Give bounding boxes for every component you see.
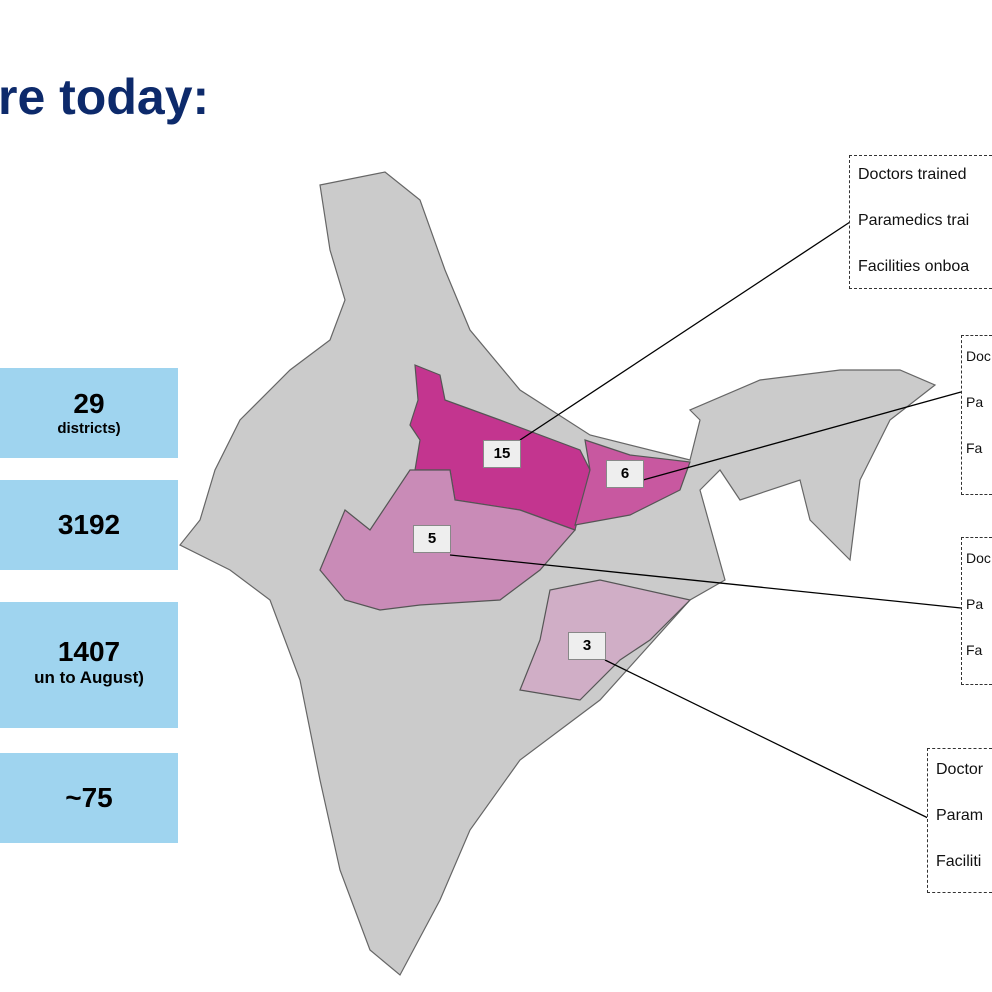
callout-line: Pa [966, 394, 984, 410]
stat-note: districts) [57, 420, 121, 437]
india-outline [179, 171, 937, 976]
leader-line [642, 391, 962, 481]
stat-note: un to August) [34, 668, 144, 687]
stat-value: ~75 [65, 782, 113, 813]
region-count-label: 5 [413, 525, 451, 553]
callout-line: Param [936, 807, 984, 824]
region-count-label: 6 [606, 460, 644, 488]
callout-line: Doc [966, 348, 991, 364]
callout-line: Facilities onboa [858, 258, 970, 275]
stat-card-2: 3192 [0, 480, 178, 570]
stat-value: 29 [73, 388, 105, 419]
region-count-label: 3 [568, 632, 606, 660]
stat-card-districts: 29 districts) [0, 368, 178, 458]
callout-line: Paramedics trai [858, 212, 970, 229]
stat-card-3: 1407 un to August) [0, 602, 178, 728]
callout-line: Doctors trained [858, 166, 967, 183]
leader-line [519, 221, 851, 441]
callout-line: Faciliti [936, 853, 982, 870]
callout-line: Fa [966, 642, 983, 658]
leader-line [604, 659, 929, 819]
leader-line [449, 554, 962, 609]
callout-line: Doc [966, 550, 991, 566]
slide-title: re today: [0, 69, 210, 125]
stat-card-4: ~75 [0, 753, 178, 843]
callout-line: Fa [966, 440, 983, 456]
callout-line: Doctor [936, 761, 984, 778]
callout-box: Doc Pa Fa [961, 537, 992, 685]
callout-line: Pa [966, 596, 984, 612]
stat-value: 3192 [57, 509, 121, 540]
callout-box: Doctors trained Paramedics trai Faciliti… [849, 155, 992, 289]
callout-box: Doc Pa Fa [961, 335, 992, 495]
stat-value: 1407 [57, 636, 121, 667]
callout-box: Doctor Param Faciliti [927, 748, 992, 893]
region-count-label: 15 [483, 440, 521, 468]
